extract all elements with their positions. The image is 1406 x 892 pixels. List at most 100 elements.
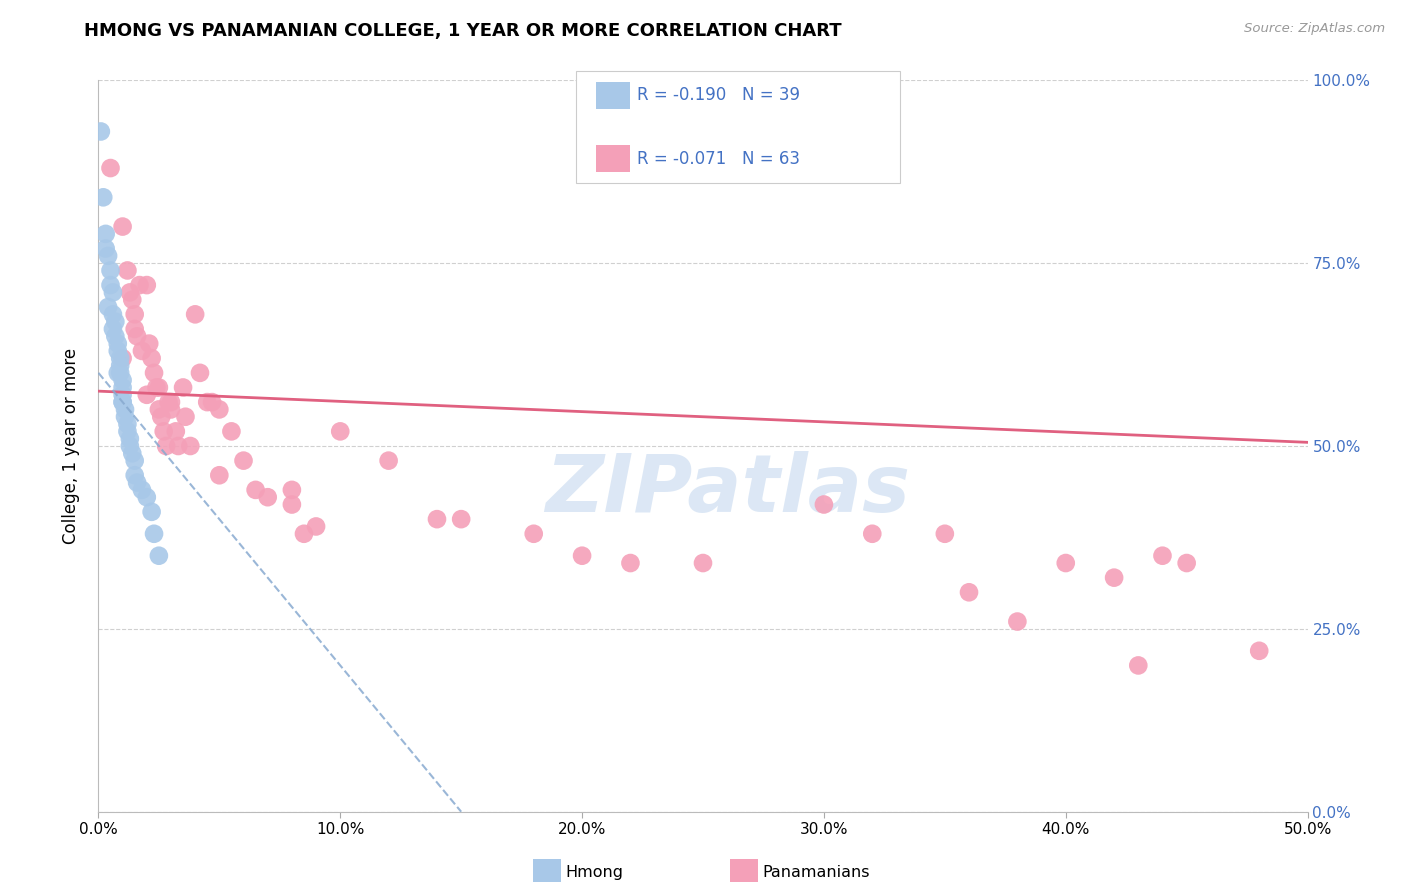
Point xyxy=(117,425,139,439)
Point xyxy=(97,249,120,263)
Point xyxy=(245,483,267,497)
Point xyxy=(91,190,114,204)
Y-axis label: College, 1 year or more: College, 1 year or more xyxy=(62,348,80,544)
Point xyxy=(108,359,131,373)
Point xyxy=(117,417,139,431)
Point xyxy=(124,322,146,336)
Point xyxy=(94,242,117,256)
Text: HMONG VS PANAMANIAN COLLEGE, 1 YEAR OR MORE CORRELATION CHART: HMONG VS PANAMANIAN COLLEGE, 1 YEAR OR M… xyxy=(84,22,842,40)
Point xyxy=(172,380,194,394)
Text: Hmong: Hmong xyxy=(565,865,623,880)
Point xyxy=(127,329,149,343)
Point xyxy=(160,402,183,417)
Point xyxy=(124,307,146,321)
Point xyxy=(114,409,136,424)
Point xyxy=(111,395,134,409)
Point xyxy=(127,475,149,490)
Point xyxy=(1102,571,1125,585)
Text: ZIPatlas: ZIPatlas xyxy=(544,450,910,529)
Point xyxy=(221,425,243,439)
Point xyxy=(377,453,399,467)
Point xyxy=(281,483,304,497)
Point xyxy=(1249,644,1271,658)
Point xyxy=(117,263,139,277)
Point xyxy=(145,380,167,394)
Point xyxy=(111,351,134,366)
Point xyxy=(121,446,143,460)
Point xyxy=(305,519,328,533)
Point xyxy=(157,395,180,409)
Point xyxy=(107,366,129,380)
Point xyxy=(135,278,157,293)
Point xyxy=(108,366,131,380)
Point xyxy=(692,556,714,570)
Point xyxy=(111,395,134,409)
Point xyxy=(100,278,122,293)
Point xyxy=(135,388,157,402)
Point xyxy=(104,315,127,329)
Point xyxy=(208,468,231,483)
Point xyxy=(148,549,170,563)
Point xyxy=(152,425,174,439)
Point xyxy=(256,490,278,504)
Point xyxy=(143,366,166,380)
Point xyxy=(165,425,187,439)
Point xyxy=(101,307,124,321)
Point xyxy=(1128,658,1150,673)
Point xyxy=(201,395,224,409)
Point xyxy=(100,263,122,277)
Text: Source: ZipAtlas.com: Source: ZipAtlas.com xyxy=(1244,22,1385,36)
Point xyxy=(118,432,141,446)
Point xyxy=(121,293,143,307)
Point xyxy=(1007,615,1029,629)
Point xyxy=(195,395,218,409)
Point xyxy=(118,285,141,300)
Point xyxy=(107,336,129,351)
Point xyxy=(107,343,129,358)
Point xyxy=(184,307,207,321)
Point xyxy=(97,300,120,314)
Point xyxy=(141,351,163,366)
Point xyxy=(131,483,153,497)
Point xyxy=(101,322,124,336)
Point xyxy=(208,402,231,417)
Point xyxy=(141,505,163,519)
Point xyxy=(155,439,177,453)
Point xyxy=(571,549,593,563)
Point xyxy=(100,161,122,175)
Point xyxy=(114,402,136,417)
Point xyxy=(148,402,170,417)
Point xyxy=(1175,556,1198,570)
Point xyxy=(111,219,134,234)
Point xyxy=(131,343,153,358)
Point xyxy=(150,409,173,424)
Point xyxy=(232,453,254,467)
Point xyxy=(1054,556,1077,570)
Point xyxy=(94,227,117,241)
Point xyxy=(160,395,183,409)
Point xyxy=(104,329,127,343)
Point xyxy=(143,526,166,541)
Point xyxy=(957,585,980,599)
Point xyxy=(292,526,315,541)
Point xyxy=(111,388,134,402)
Point xyxy=(813,498,835,512)
Point xyxy=(188,366,211,380)
Point xyxy=(118,439,141,453)
Text: R = -0.190   N = 39: R = -0.190 N = 39 xyxy=(637,87,800,104)
Point xyxy=(523,526,546,541)
Point xyxy=(167,439,190,453)
Point xyxy=(934,526,956,541)
Point xyxy=(138,336,160,351)
Point xyxy=(329,425,352,439)
Point xyxy=(281,498,304,512)
Point xyxy=(111,373,134,387)
Point xyxy=(148,380,170,394)
Text: Panamanians: Panamanians xyxy=(762,865,869,880)
Point xyxy=(124,453,146,467)
Point xyxy=(124,468,146,483)
Point xyxy=(174,409,197,424)
Point xyxy=(426,512,449,526)
Point xyxy=(135,490,157,504)
Point xyxy=(1152,549,1174,563)
